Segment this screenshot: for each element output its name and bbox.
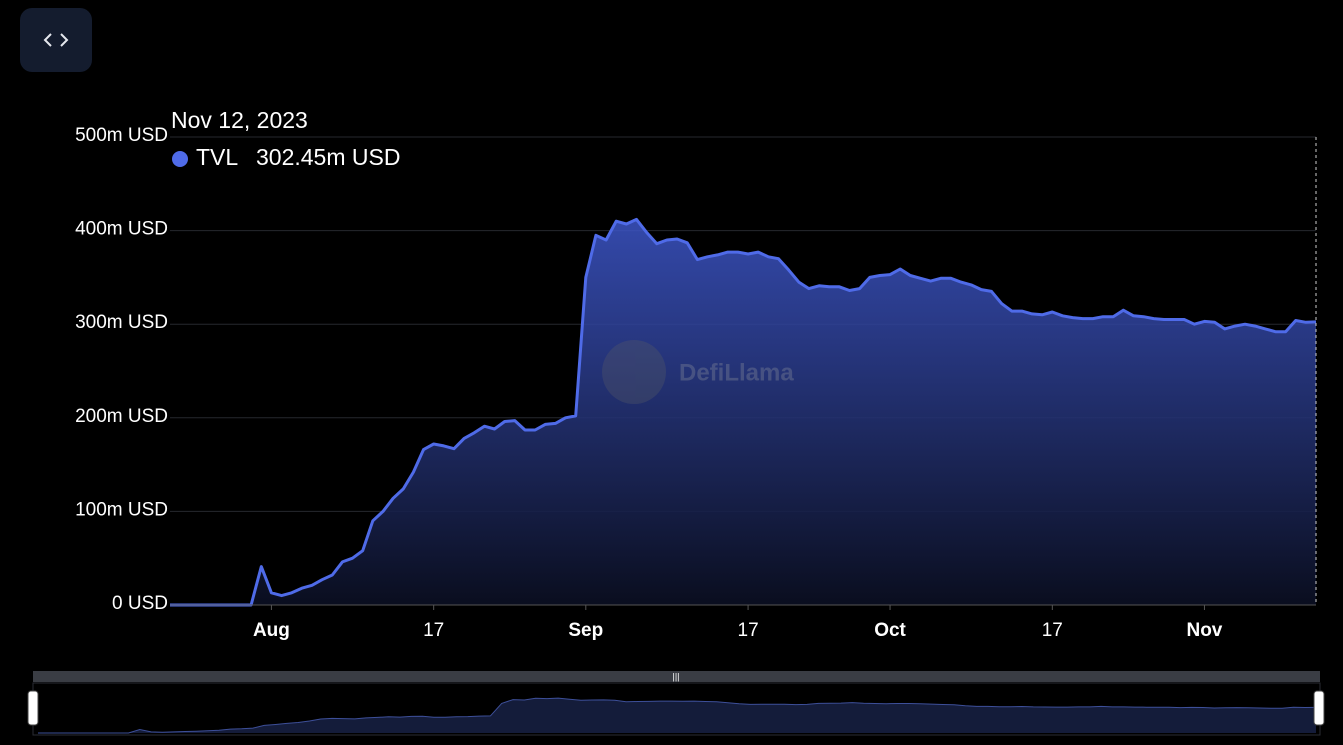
x-tick-label: Sep (568, 620, 603, 641)
y-tick-label: 100m USD (75, 499, 168, 520)
x-tick-label: Aug (253, 620, 290, 641)
tooltip: Nov 12, 2023 TVL 302.45m USD (171, 107, 400, 170)
watermark-logo (602, 340, 666, 404)
embed-button[interactable] (20, 8, 92, 72)
tooltip-date: Nov 12, 2023 (171, 107, 308, 133)
line (170, 217, 1317, 607)
plot (170, 137, 1317, 607)
y-tick-label: 300m USD (75, 312, 168, 333)
brush-handle[interactable] (27, 690, 39, 726)
mini-line (38, 697, 1317, 734)
watermark: DefiLlama (602, 340, 794, 404)
area (170, 219, 1316, 605)
x-tick-label: Nov (1186, 620, 1222, 641)
legend-label: TVL (196, 144, 238, 170)
watermark-text: DefiLlama (679, 359, 794, 386)
y-tick-label: 500m USD (75, 125, 168, 146)
brush-bar[interactable] (33, 671, 1320, 682)
x-tick-label: 17 (738, 620, 759, 641)
y-tick-label: 200m USD (75, 406, 168, 427)
brush-handles[interactable] (27, 690, 1325, 726)
code-icon[interactable] (43, 33, 69, 47)
tooltip-value: 302.45m USD (256, 144, 400, 170)
y-tick-label: 0 USD (112, 593, 168, 614)
x-tick-label: 17 (423, 620, 444, 641)
brush-grip[interactable]: ||| (672, 671, 679, 681)
legend-marker (172, 151, 188, 167)
x-tick-label: Oct (874, 620, 906, 641)
y-tick-label: 400m USD (75, 219, 168, 240)
minimap (38, 697, 1317, 734)
x-tick-label: 17 (1042, 620, 1063, 641)
brush-handle[interactable] (1313, 690, 1325, 726)
button-bg[interactable] (20, 8, 92, 72)
